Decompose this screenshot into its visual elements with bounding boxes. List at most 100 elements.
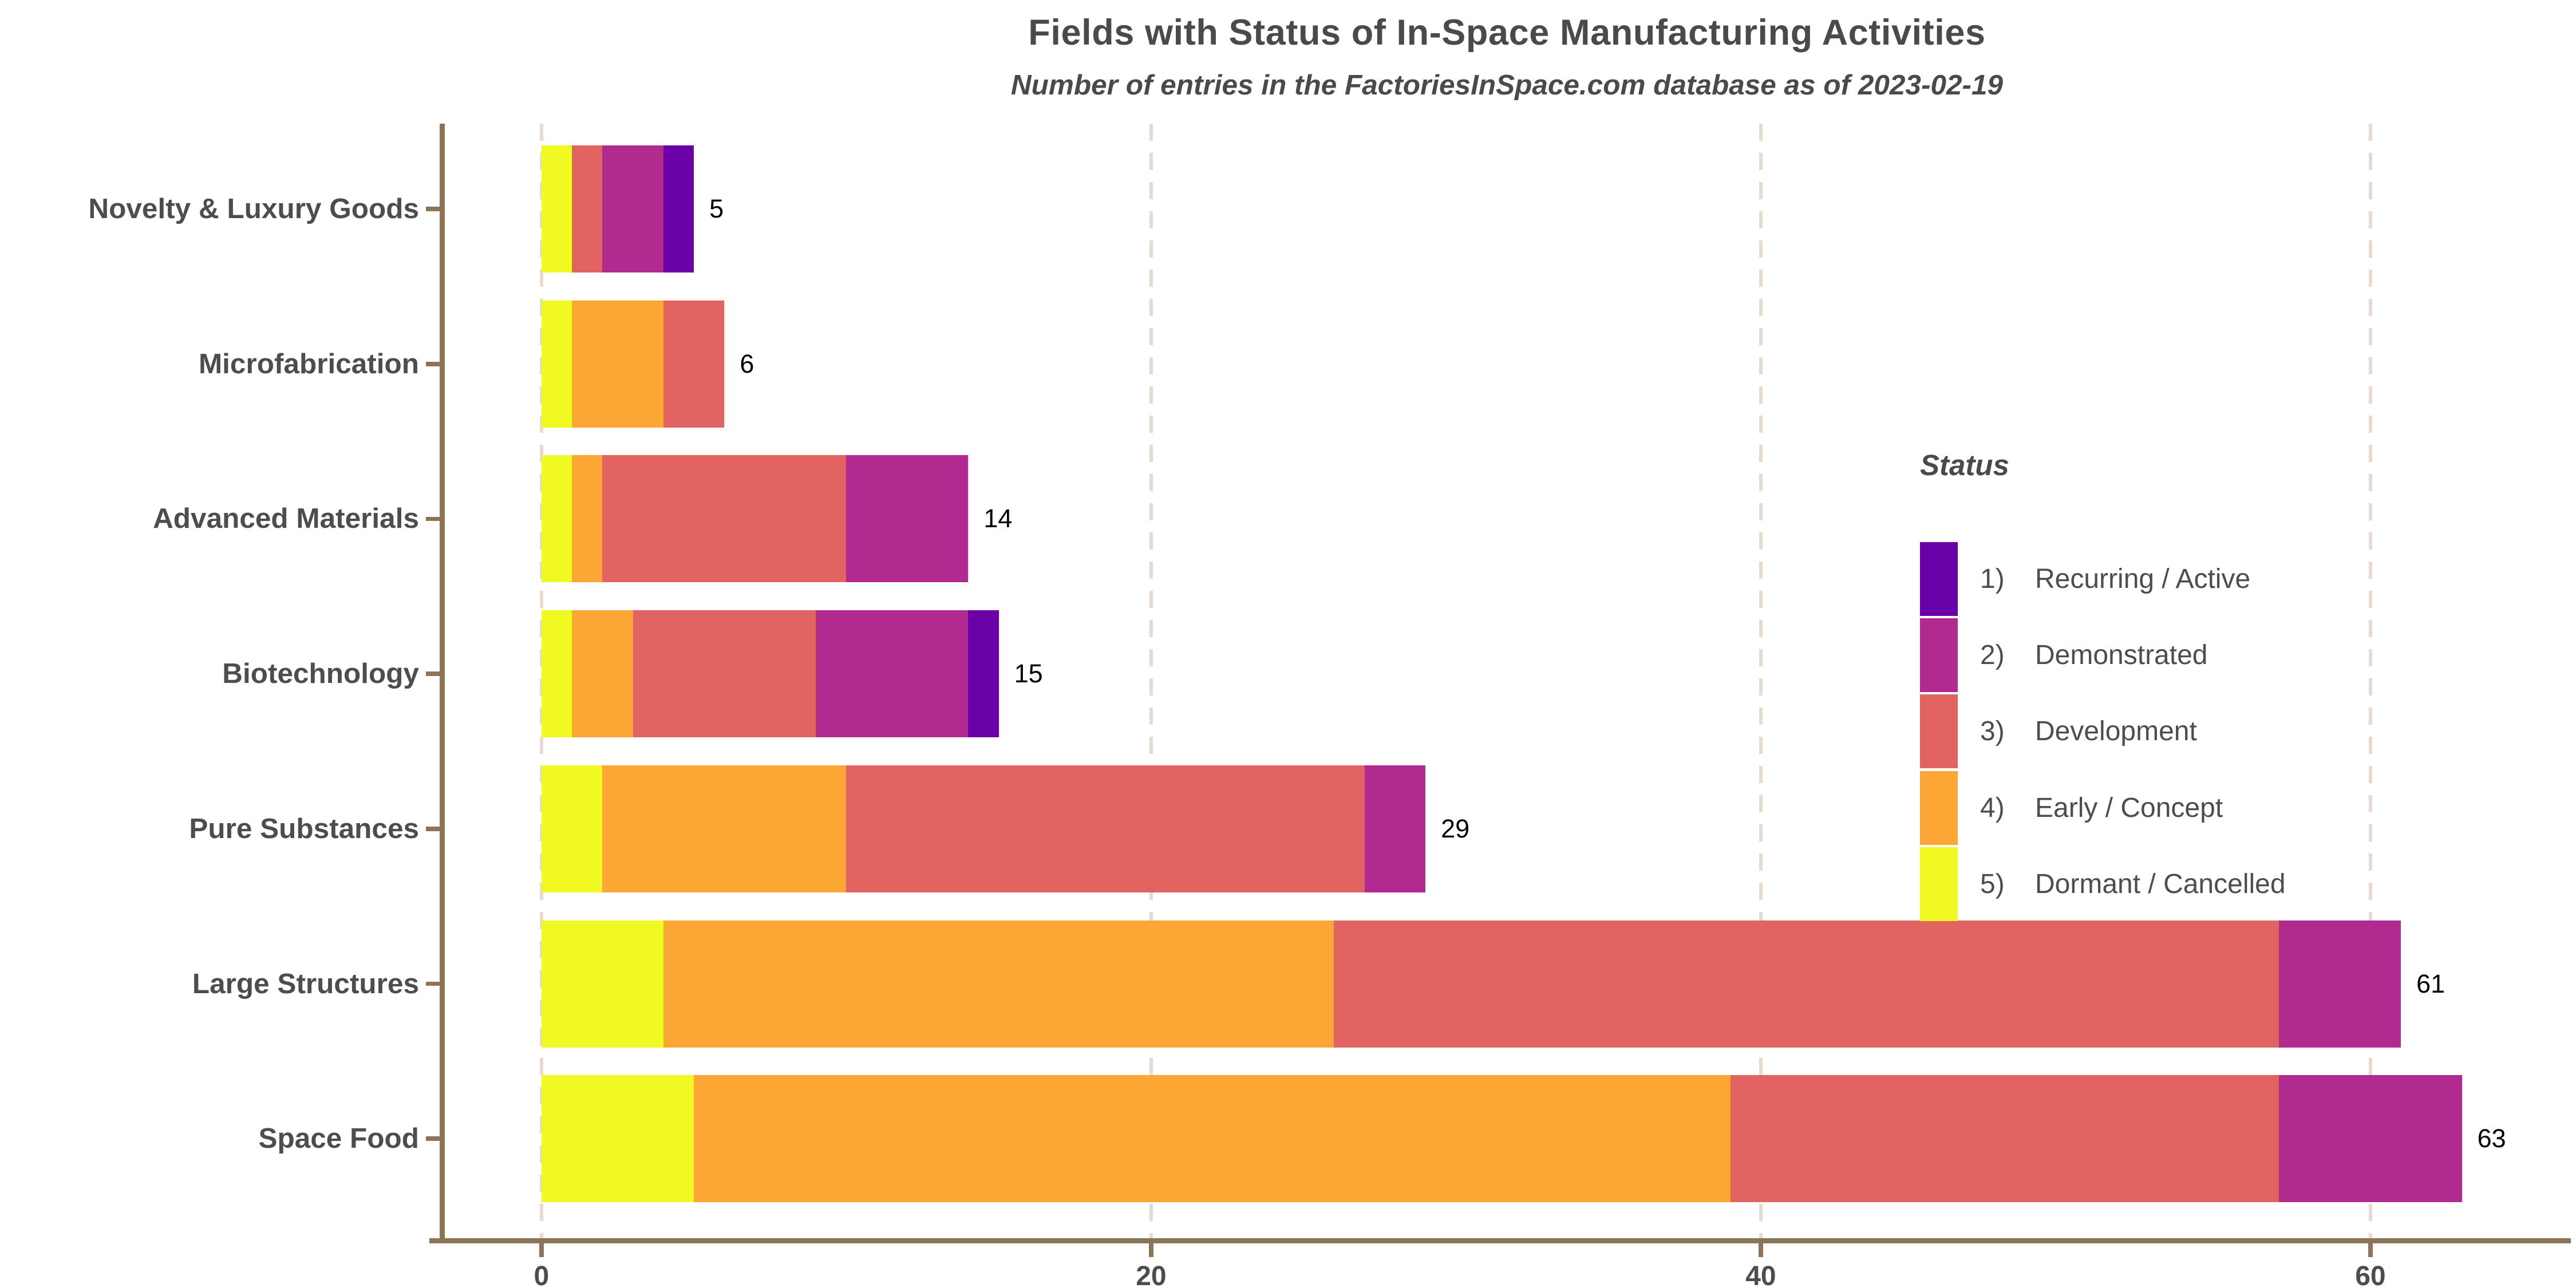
- legend-item-label: 2) Demonstrated: [1980, 639, 2207, 671]
- y-tick: [426, 1136, 440, 1141]
- legend-item-number: 3): [1980, 716, 2005, 747]
- legend-item-name: Development: [2035, 716, 2197, 747]
- bar-segment: [2279, 1075, 2462, 1203]
- category-label: Large Structures: [192, 967, 419, 999]
- bar-segment: [663, 920, 1334, 1048]
- x-tick-label: 20: [1136, 1261, 1167, 1288]
- legend-swatch: [1920, 542, 1958, 616]
- y-tick: [426, 671, 440, 676]
- chart-subtitle: Number of entries in the FactoriesInSpac…: [1010, 69, 2004, 101]
- legend-item-name: Recurring / Active: [2035, 564, 2251, 594]
- bar-segment: [572, 610, 633, 738]
- bar-row: [541, 300, 725, 428]
- legend: Status 1) Recurring / Active 2) Demonstrate…: [1920, 448, 2286, 923]
- legend-item: 3) Development: [1920, 694, 2286, 769]
- x-tick: [1149, 1243, 1153, 1257]
- legend-item: 4) Early / Concept: [1920, 771, 2286, 845]
- x-tick: [539, 1243, 544, 1257]
- x-tick-label: 60: [2355, 1261, 2386, 1288]
- bar-segment: [1730, 1075, 2279, 1203]
- bar-segment: [1364, 765, 1426, 892]
- gridline: [1759, 124, 1763, 1240]
- bar-segment: [541, 920, 663, 1048]
- bar-segment: [541, 145, 572, 273]
- bar-segment: [1334, 920, 2279, 1048]
- bar-segment: [663, 145, 694, 273]
- bar-segment: [846, 455, 969, 583]
- legend-swatch: [1920, 694, 1958, 769]
- bar-segment: [541, 455, 572, 583]
- x-tick-label: 40: [1745, 1261, 1776, 1288]
- bar-segment: [968, 610, 999, 738]
- chart-title: Fields with Status of In-Space Manufactu…: [1028, 13, 1986, 53]
- legend-item-label: 3) Development: [1980, 716, 2197, 747]
- category-label: Advanced Materials: [153, 503, 419, 535]
- legend-swatch: [1920, 618, 1958, 693]
- legend-item-label: 4) Early / Concept: [1980, 792, 2223, 824]
- y-axis-line: [440, 124, 445, 1243]
- x-tick: [2368, 1243, 2373, 1257]
- value-label: 5: [709, 194, 724, 224]
- value-label: 29: [1441, 813, 1470, 843]
- legend-swatch: [1920, 847, 1958, 921]
- y-tick: [426, 362, 440, 366]
- y-tick: [426, 207, 440, 211]
- bar-row: [541, 455, 969, 583]
- legend-item-number: 1): [1980, 564, 2005, 594]
- legend-item-label: 5) Dormant / Cancelled: [1980, 868, 2286, 900]
- bar-segment: [633, 610, 816, 738]
- bar-segment: [541, 765, 603, 892]
- legend-item: 2) Demonstrated: [1920, 618, 2286, 693]
- bar-segment: [541, 1075, 694, 1203]
- bar-row: [541, 1075, 2462, 1203]
- legend-item-name: Demonstrated: [2035, 640, 2208, 671]
- bar-segment: [572, 300, 663, 428]
- y-tick: [426, 516, 440, 521]
- value-label: 14: [983, 504, 1013, 534]
- y-tick: [426, 981, 440, 986]
- category-label: Pure Substances: [189, 812, 419, 844]
- x-tick: [1759, 1243, 1763, 1257]
- category-label: Novelty & Luxury Goods: [88, 193, 419, 225]
- legend-item: 1) Recurring / Active: [1920, 542, 2286, 616]
- bar-segment: [2279, 920, 2401, 1048]
- bar-segment: [663, 300, 725, 428]
- bar-segment: [602, 455, 847, 583]
- legend-item-name: Dormant / Cancelled: [2035, 868, 2286, 899]
- legend-item-number: 2): [1980, 640, 2005, 671]
- bar-segment: [602, 765, 847, 892]
- bar-segment: [694, 1075, 1730, 1203]
- category-label: Space Food: [258, 1123, 419, 1155]
- legend-items: 1) Recurring / Active 2) Demonstrated 3) Deve…: [1920, 542, 2286, 921]
- bar-row: [541, 145, 694, 273]
- legend-title: Status: [1920, 449, 2009, 481]
- legend-item-name: Early / Concept: [2035, 792, 2223, 823]
- x-tick-label: 0: [534, 1261, 550, 1288]
- legend-item-number: 4): [1980, 792, 2005, 823]
- x-axis-line: [429, 1238, 2571, 1243]
- value-label: 6: [740, 349, 754, 378]
- bar-row: [541, 610, 999, 738]
- bar-segment: [846, 765, 1365, 892]
- bar-row: [541, 765, 1426, 892]
- value-label: 63: [2477, 1124, 2506, 1153]
- gridline: [2368, 124, 2372, 1240]
- bar-row: [541, 920, 2401, 1048]
- bar-segment: [541, 610, 572, 738]
- value-label: 15: [1014, 659, 1043, 689]
- y-tick: [426, 827, 440, 831]
- category-label: Biotechnology: [222, 658, 419, 690]
- legend-swatch: [1920, 771, 1958, 845]
- bar-segment: [572, 455, 603, 583]
- gridline: [1149, 124, 1153, 1240]
- bar-segment: [572, 145, 603, 273]
- legend-item-label: 1) Recurring / Active: [1980, 563, 2250, 595]
- legend-item-number: 5): [1980, 868, 2005, 899]
- value-label: 61: [2416, 969, 2445, 998]
- bar-segment: [541, 300, 572, 428]
- category-label: Microfabrication: [198, 347, 419, 380]
- legend-item: 5) Dormant / Cancelled: [1920, 847, 2286, 921]
- bar-segment: [816, 610, 969, 738]
- bar-segment: [602, 145, 663, 273]
